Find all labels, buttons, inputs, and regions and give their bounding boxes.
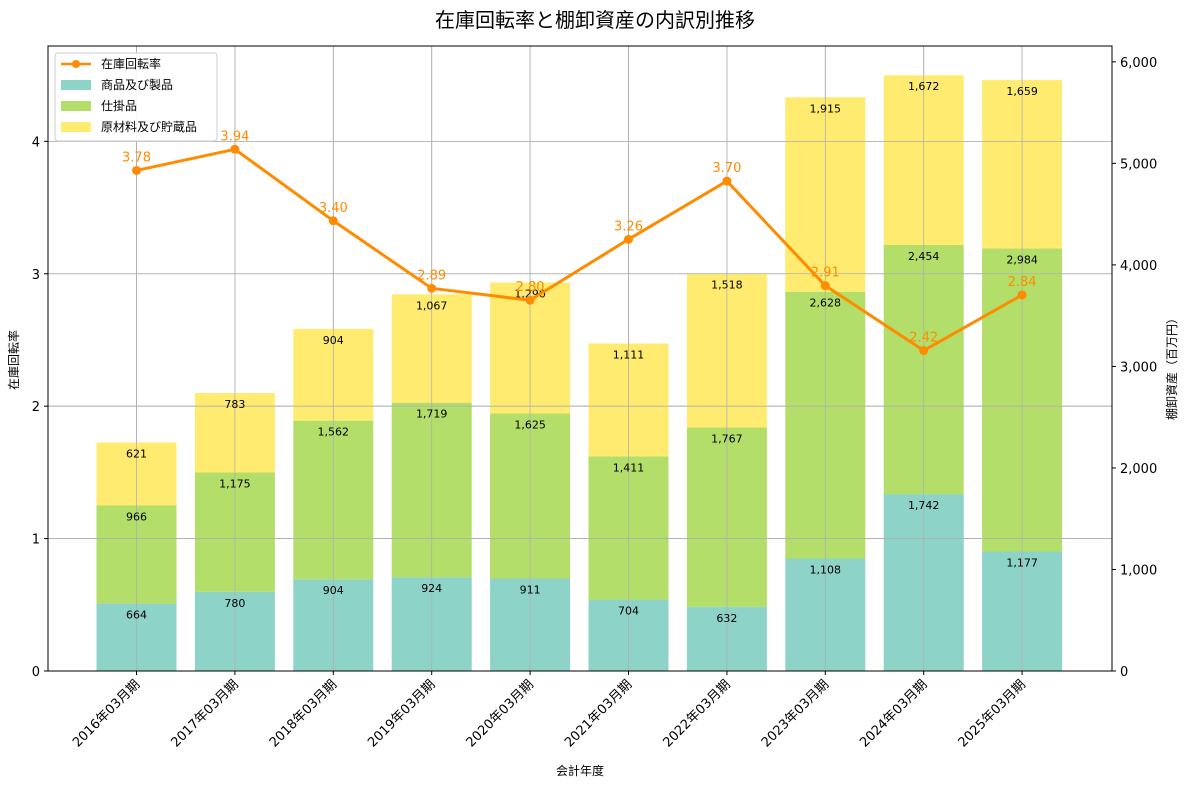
svg-text:0: 0 <box>32 665 40 680</box>
svg-text:4,000: 4,000 <box>1120 259 1157 274</box>
svg-text:2018年03月期: 2018年03月期 <box>267 677 340 750</box>
legend-swatch-products <box>61 80 91 90</box>
bar-value-label: 1,518 <box>711 278 743 291</box>
bar-value-label: 664 <box>126 609 147 622</box>
legend-swatch-wip <box>61 101 91 111</box>
bar-value-label: 1,562 <box>318 426 350 439</box>
svg-text:3,000: 3,000 <box>1120 360 1157 375</box>
bar-value-label: 621 <box>126 447 147 460</box>
bar-value-label: 924 <box>421 582 442 595</box>
turnover-rate-line: 3.78 3.94 3.40 2.89 2.80 3.26 3.70 2.91 2.42 2.84 <box>122 129 1037 356</box>
svg-text:1: 1 <box>32 533 40 548</box>
svg-text:2,000: 2,000 <box>1120 462 1157 477</box>
rate-marker <box>919 346 929 356</box>
bar-value-label: 1,177 <box>1006 557 1038 570</box>
plot-frame <box>47 45 1113 672</box>
svg-text:2023年03月期: 2023年03月期 <box>759 677 832 750</box>
svg-text:2025年03月期: 2025年03月期 <box>956 677 1029 750</box>
legend-item-wip: 仕掛品 <box>101 98 137 113</box>
bar-value-label: 1,411 <box>613 461 645 474</box>
svg-text:2020年03月期: 2020年03月期 <box>464 677 537 750</box>
legend-item-materials: 原材料及び貯蔵品 <box>101 120 197 134</box>
rate-marker <box>722 176 732 186</box>
svg-text:2017年03月期: 2017年03月期 <box>168 677 241 750</box>
x-axis-label: 会計年度 <box>556 763 604 778</box>
bar-value-label: 1,767 <box>711 432 743 445</box>
rate-marker <box>328 216 338 226</box>
svg-text:2: 2 <box>32 400 40 415</box>
bar-value-label: 1,111 <box>613 348 645 361</box>
rate-value-label: 3.78 <box>122 150 151 165</box>
bar-value-label: 1,175 <box>219 478 251 491</box>
rate-value-label: 2.80 <box>516 280 545 295</box>
bar-value-label: 1,625 <box>514 419 546 432</box>
bar-value-label: 911 <box>520 584 541 597</box>
rate-value-label: 2.42 <box>909 331 938 346</box>
legend-marker-icon <box>72 60 80 68</box>
bar-value-label: 966 <box>126 511 147 524</box>
legend: 在庫回転率 商品及び製品 仕掛品 原材料及び貯蔵品 <box>54 52 218 142</box>
stacked-bars: 664 966 621 780 1,175 783 904 1,562 904 924 1,719 1… <box>48 46 1112 671</box>
svg-text:4: 4 <box>32 135 40 150</box>
bar-value-label: 1,915 <box>810 102 842 115</box>
rate-value-label: 3.26 <box>614 219 643 234</box>
bar-value-label: 1,719 <box>416 408 448 421</box>
left-axis-label: 在庫回転率 <box>6 330 21 390</box>
svg-text:2019年03月期: 2019年03月期 <box>365 677 438 750</box>
legend-item-rate: 在庫回転率 <box>101 56 161 71</box>
rate-marker <box>525 295 535 305</box>
x-axis-ticks: 2016年03月期 2017年03月期 2018年03月期 2019年03月期 2020… <box>70 671 1029 751</box>
rate-marker <box>132 165 141 175</box>
bar-value-label: 704 <box>618 605 639 618</box>
right-axis-ticks: 0 1,000 2,000 3,000 4,000 5,000 6,000 <box>1112 56 1157 680</box>
right-axis-label: 棚卸資産（百万円） <box>1164 312 1179 420</box>
svg-text:1,000: 1,000 <box>1120 563 1157 578</box>
bar-value-label: 1,672 <box>908 80 940 93</box>
legend-item-products: 商品及び製品 <box>101 77 173 92</box>
svg-text:2016年03月期: 2016年03月期 <box>70 677 143 750</box>
rate-value-label: 3.70 <box>712 161 741 176</box>
svg-text:3: 3 <box>32 268 40 283</box>
svg-text:2021年03月期: 2021年03月期 <box>562 677 635 750</box>
chart-title: 在庫回転率と棚卸資産の内訳別推移 <box>435 8 755 32</box>
rate-marker <box>230 144 240 154</box>
rate-value-label: 2.89 <box>417 268 446 283</box>
rate-value-label: 2.91 <box>811 266 840 281</box>
bar-value-label: 1,290 <box>514 288 546 301</box>
rate-marker <box>624 234 633 244</box>
rate-marker <box>427 283 437 293</box>
bar-value-label: 1,659 <box>1006 85 1038 98</box>
bar-value-label: 632 <box>716 612 737 625</box>
rate-value-label: 2.84 <box>1008 275 1037 290</box>
bar-value-label: 2,454 <box>908 250 940 263</box>
svg-text:2024年03月期: 2024年03月期 <box>857 677 930 750</box>
rate-marker <box>820 281 830 291</box>
svg-text:6,000: 6,000 <box>1120 56 1157 71</box>
rate-marker <box>1017 290 1027 300</box>
svg-text:2022年03月期: 2022年03月期 <box>660 677 733 750</box>
bar-value-label: 1,742 <box>908 499 940 512</box>
rate-value-label: 3.40 <box>319 201 348 216</box>
bar-value-label: 1,067 <box>416 299 448 312</box>
legend-swatch-materials <box>61 122 91 132</box>
svg-text:5,000: 5,000 <box>1120 157 1157 172</box>
svg-text:0: 0 <box>1120 665 1128 680</box>
bar-value-label: 783 <box>224 398 245 411</box>
bar-value-label: 2,984 <box>1006 254 1038 267</box>
bar-value-label: 904 <box>323 584 344 597</box>
left-axis-ticks: 0 1 2 3 4 <box>32 135 48 680</box>
rate-value-label: 3.94 <box>220 129 249 144</box>
bar-value-label: 904 <box>323 334 344 347</box>
bar-value-label: 780 <box>224 597 245 610</box>
bar-value-label: 2,628 <box>810 297 842 310</box>
bar-value-label: 1,108 <box>810 564 842 577</box>
